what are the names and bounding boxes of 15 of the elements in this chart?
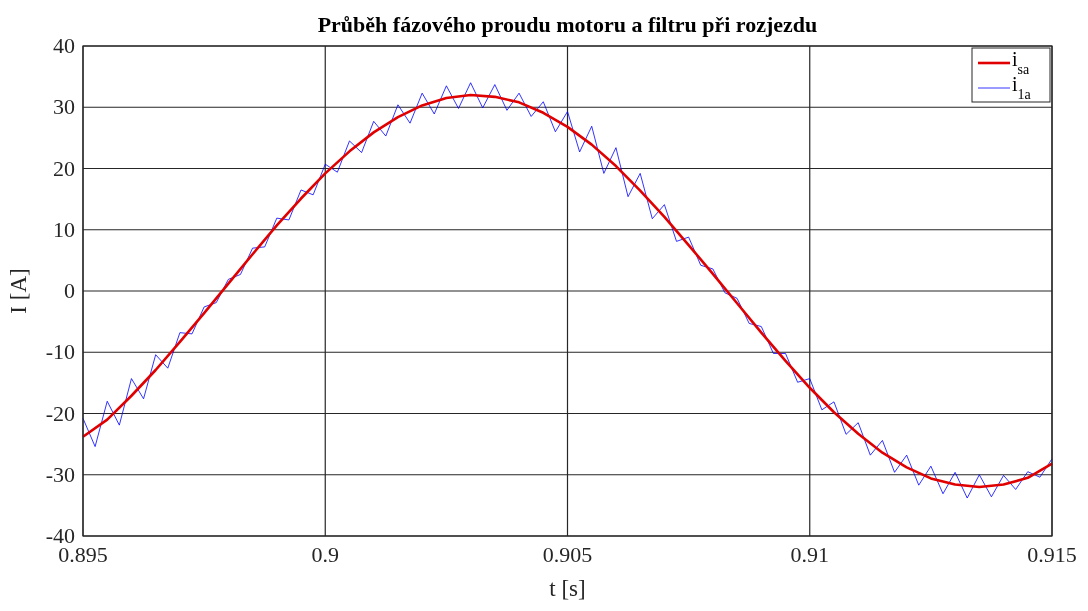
x-tick-label: 0.915 <box>1027 542 1077 567</box>
x-tick-label: 0.91 <box>790 542 829 567</box>
x-tick-label: 0.905 <box>542 542 593 567</box>
x-tick-label: 0.9 <box>311 542 339 567</box>
chart-title: Průběh fázového proudu motoru a filtru při rozjezdu <box>317 12 818 37</box>
y-axis-title: I [A] <box>6 268 31 314</box>
y-tick-label: 30 <box>53 94 75 120</box>
y-tick-label: -10 <box>45 339 75 365</box>
y-tick-label: 10 <box>53 216 75 242</box>
y-tick-label: 40 <box>53 33 75 58</box>
y-tick-label: -20 <box>45 400 75 426</box>
x-axis-title: t [s] <box>549 576 586 601</box>
y-tick-label: 20 <box>53 155 75 181</box>
y-tick-label: 0 <box>64 278 75 303</box>
y-tick-label: -30 <box>45 461 75 487</box>
